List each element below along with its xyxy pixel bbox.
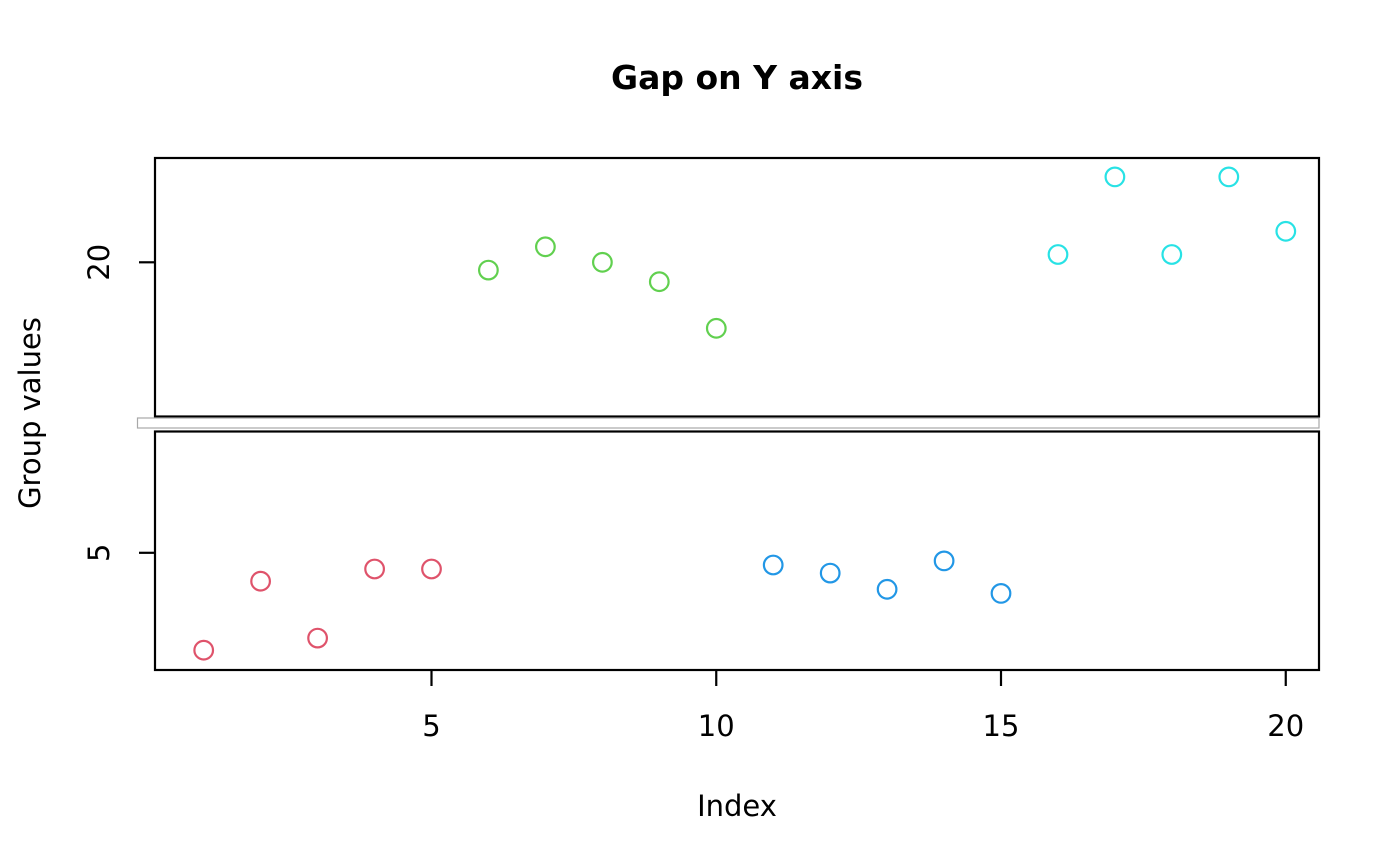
x-tick-label: 15: [983, 709, 1020, 743]
data-point-group-2: [535, 236, 556, 258]
data-point-group-4: [1104, 166, 1126, 188]
bottom-panel-box: [153, 430, 1321, 672]
data-point-group-2: [478, 259, 499, 281]
data-point-group-3: [762, 554, 784, 576]
y-tick-label: 20: [82, 244, 116, 281]
x-tick-label: 5: [422, 709, 440, 743]
data-point-group-2: [592, 251, 613, 273]
data-point-group-4: [1161, 244, 1183, 265]
data-point-group-3: [876, 578, 898, 600]
data-point-group-3: [933, 550, 955, 572]
data-point-group-1: [193, 639, 215, 661]
x-tick-label: 10: [698, 709, 735, 743]
data-point-group-1: [421, 558, 442, 580]
data-point-group-4: [1218, 166, 1240, 188]
data-point-group-2: [648, 271, 670, 293]
data-point-group-4: [1275, 220, 1297, 242]
top-panel-box: [153, 156, 1321, 418]
x-tick-label: 20: [1267, 709, 1304, 743]
data-point-group-1: [307, 627, 329, 649]
data-point-group-3: [990, 583, 1012, 604]
data-point-group-1: [364, 558, 386, 580]
axis-gap-band: [136, 417, 1320, 429]
data-point-group-2: [705, 317, 727, 339]
data-point-group-1: [250, 570, 272, 592]
x-axis-label: Index: [697, 789, 777, 823]
data-point-group-4: [1047, 244, 1069, 265]
data-point-group-3: [819, 562, 841, 584]
y-tick-label: 5: [82, 544, 116, 562]
chart-title: Gap on Y axis: [610, 58, 863, 97]
